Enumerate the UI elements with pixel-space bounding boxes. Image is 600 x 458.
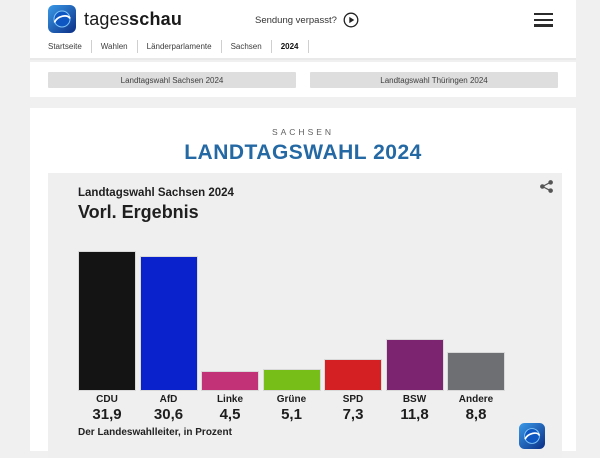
bar-column-cdu: CDU 31,9	[78, 249, 136, 423]
bar-column-andere: Andere 8,8	[447, 249, 505, 423]
brand-logo[interactable]: tagesschau	[48, 5, 182, 33]
chart-title: Landtagswahl Sachsen 2024	[78, 187, 234, 199]
bar-column-spd: SPD 7,3	[324, 249, 382, 423]
chart-subtitle: Vorl. Ergebnis	[78, 202, 199, 222]
bar-cdu	[78, 251, 136, 391]
page-content: tagesschau Sendung verpasst? Startseite …	[30, 0, 576, 458]
bar-label: Andere	[458, 394, 494, 405]
breadcrumb-startseite[interactable]: Startseite	[48, 40, 92, 53]
bar-linke	[201, 371, 259, 391]
bar-value: 11,8	[400, 406, 429, 423]
share-icon[interactable]	[539, 179, 554, 197]
bar-bsw	[385, 339, 444, 391]
bar-value: 5,1	[281, 406, 302, 423]
bar-label: SPD	[342, 394, 364, 405]
sendung-verpasst-link[interactable]: Sendung verpasst?	[255, 12, 359, 28]
bar-value: 7,3	[342, 406, 364, 423]
bar-andere	[447, 352, 505, 391]
bar-label: CDU	[96, 394, 118, 405]
breadcrumb-sachsen[interactable]: Sachsen	[222, 40, 272, 53]
page-title: LANDTAGSWAHL 2024	[184, 141, 422, 164]
breadcrumb-wahlen[interactable]: Wahlen	[92, 40, 138, 53]
bar-value: 8,8	[465, 406, 487, 423]
results-chart: Landtagswahl Sachsen 2024 Vorl. Ergebnis…	[48, 173, 562, 458]
bar-label: AfD	[159, 394, 178, 405]
bar-column-grüne: Grüne 5,1	[262, 249, 321, 423]
breadcrumb-2024[interactable]: 2024	[272, 40, 309, 53]
bar-grüne	[262, 369, 321, 391]
bar-value: 4,5	[219, 406, 241, 423]
tagesschau-globe-icon	[48, 5, 76, 33]
bar-column-afd: AfD 30,6	[139, 249, 198, 423]
bar-label: BSW	[402, 394, 427, 405]
bar-spd	[324, 359, 382, 391]
sendung-verpasst-label: Sendung verpasst?	[255, 14, 337, 26]
header: tagesschau Sendung verpasst? Startseite …	[30, 0, 576, 60]
bars: CDU 31,9 AfD 30,6 Linke 4,5 Grüne 5,1 SPD 7,3 BSW 1…	[78, 249, 505, 423]
bar-column-bsw: BSW 11,8	[385, 249, 444, 423]
brand-wordmark: tagesschau	[84, 8, 183, 29]
chart-source: Der Landeswahlleiter, in Prozent	[78, 427, 232, 438]
breadcrumb-laenderparlamente[interactable]: Länderparlamente	[138, 40, 222, 53]
tab-landtagswahl-sachsen[interactable]: Landtagswahl Sachsen 2024	[48, 72, 296, 88]
breadcrumb: Startseite Wahlen Länderparlamente Sachs…	[48, 40, 309, 53]
bar-column-linke: Linke 4,5	[201, 249, 259, 423]
main-card: SACHSEN LANDTAGSWAHL 2024 Landtagswahl S…	[30, 108, 576, 458]
region-kicker: SACHSEN	[271, 127, 335, 137]
bar-value: 31,9	[92, 406, 122, 423]
bar-value: 30,6	[153, 406, 184, 423]
tab-landtagswahl-thueringen[interactable]: Landtagswahl Thüringen 2024	[310, 72, 558, 88]
bar-label: Linke	[216, 394, 244, 405]
tagesschau-watermark-icon	[519, 423, 545, 449]
election-tabs: Landtagswahl Sachsen 2024 Landtagswahl T…	[30, 62, 576, 97]
bar-afd	[139, 256, 198, 391]
bar-label: Grüne	[276, 394, 307, 405]
menu-icon[interactable]	[534, 13, 554, 27]
play-icon[interactable]	[343, 12, 359, 28]
